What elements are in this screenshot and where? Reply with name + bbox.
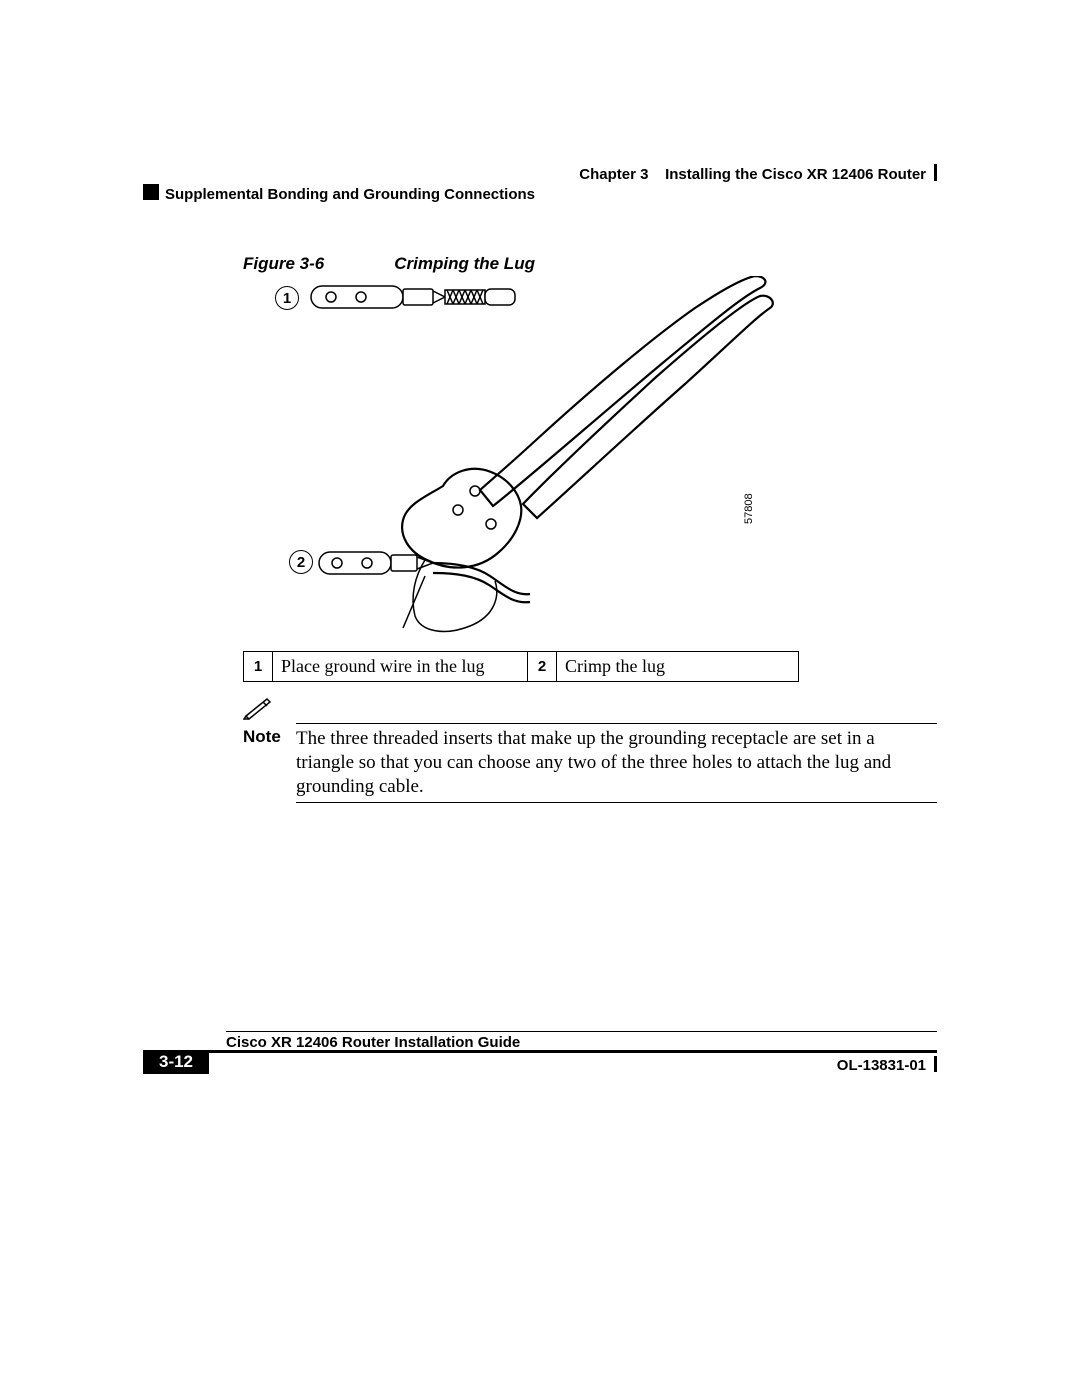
legend-text-1: Place ground wire in the lug — [273, 652, 528, 682]
footer-doc-number: OL-13831-01 — [837, 1057, 926, 1074]
legend-num-1: 1 — [244, 652, 273, 682]
header-right-bar — [934, 164, 937, 181]
figure-ref-number: 57808 — [743, 493, 755, 524]
legend-num-2: 2 — [528, 652, 557, 682]
figure-label: Figure 3-6 — [243, 254, 324, 273]
chapter-label: Chapter 3 — [579, 166, 648, 183]
footer-page-bar — [209, 1050, 937, 1053]
figure-caption: Figure 3-6 Crimping the Lug — [243, 254, 535, 274]
chapter-header: Chapter 3 Installing the Cisco XR 12406 … — [579, 166, 926, 183]
note-text: The three threaded inserts that make up … — [296, 727, 937, 798]
figure-svg — [275, 276, 775, 636]
footer-guide-title: Cisco XR 12406 Router Installation Guide — [226, 1034, 520, 1051]
figure-legend-table: 1 Place ground wire in the lug 2 Crimp t… — [243, 651, 799, 682]
callout-circle-2: 2 — [289, 550, 313, 574]
note-rule-top — [296, 723, 937, 724]
note-rule-bottom — [296, 802, 937, 803]
table-row: 1 Place ground wire in the lug 2 Crimp t… — [244, 652, 799, 682]
footer-doc-bar — [934, 1056, 937, 1072]
legend-text-2: Crimp the lug — [557, 652, 799, 682]
section-title: Supplemental Bonding and Grounding Conne… — [165, 186, 535, 203]
header-left-square — [143, 184, 159, 200]
chapter-title: Installing the Cisco XR 12406 Router — [665, 166, 926, 183]
note-pencil-icon — [243, 696, 273, 720]
figure-illustration: 1 — [275, 276, 775, 636]
note-label: Note — [243, 727, 281, 747]
footer-rule — [226, 1031, 937, 1032]
figure-title: Crimping the Lug — [394, 254, 535, 273]
footer-page-number: 3-12 — [143, 1050, 209, 1074]
